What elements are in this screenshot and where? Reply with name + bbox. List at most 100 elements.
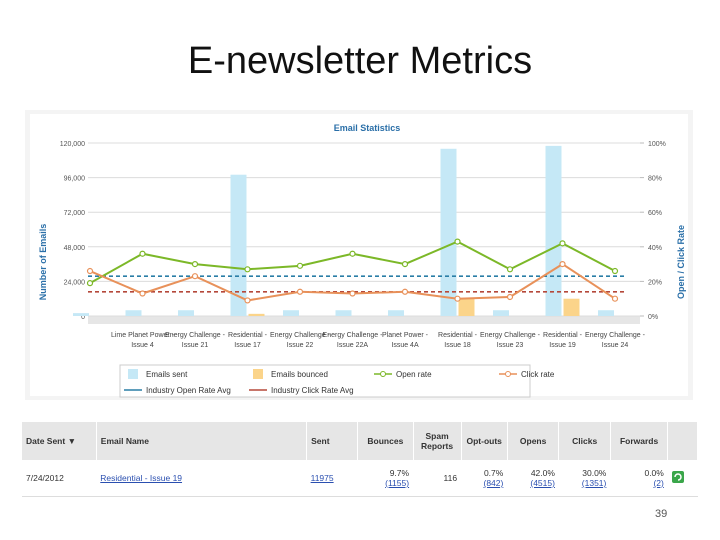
legend-label: Click rate — [521, 370, 555, 379]
legend-swatch — [505, 371, 511, 377]
x-tick-label: Energy Challenge - Issue 24 — [585, 332, 646, 349]
cell-line: (2) — [653, 478, 664, 488]
point — [296, 262, 304, 269]
y2-tick-label: 100% — [648, 141, 666, 148]
x-tick-line: Issue 23 — [497, 342, 524, 349]
bar — [125, 310, 142, 316]
bar — [230, 174, 247, 316]
bar — [598, 310, 614, 316]
point — [401, 261, 409, 268]
x-tick-label: Residential - Issue 17 — [228, 332, 268, 349]
y-tick-label: 72,000 — [64, 210, 86, 217]
table-cell: 7/24/2012 — [22, 460, 97, 497]
table-cell: 0.7% (842) — [461, 460, 508, 497]
point — [401, 288, 409, 295]
table-cell: 30.0% (1351) — [558, 460, 611, 497]
legend-label: Industry Open Rate Avg — [146, 386, 231, 395]
refresh-icon[interactable] — [667, 460, 698, 497]
y2-tick-label: 40% — [648, 245, 662, 252]
cell-line: (842) — [483, 478, 504, 488]
bar — [545, 145, 562, 316]
page-number: 39 — [655, 508, 668, 520]
table-row: 7/24/2012 Residential - Issue 19 11975 9.7%… — [22, 460, 698, 497]
y-tick-label: 24,000 — [64, 279, 86, 286]
bar — [458, 298, 475, 316]
x-tick-line: Issue 18 — [444, 342, 471, 349]
legend-label: Open rate — [396, 370, 432, 379]
y-tick-label: 0 — [81, 314, 85, 321]
x-tick-line: Residential - — [543, 332, 583, 339]
table-cell: 0.0% (2) — [610, 460, 668, 497]
point — [559, 240, 566, 247]
x-tick-label: Energy Challenge - Issue 23 — [480, 332, 541, 349]
x-tick-line: Issue 24 — [602, 342, 629, 349]
bar — [283, 310, 299, 316]
column-header: Clicks — [558, 422, 611, 460]
y2-tick-label: 60% — [648, 210, 662, 217]
bar — [335, 310, 352, 316]
x-tick-line: Energy Challenge - — [585, 332, 646, 339]
cell-line: (1155) — [385, 478, 410, 488]
bar — [73, 313, 89, 316]
column-header: Spam Reports — [413, 422, 462, 460]
x-tick-line: Energy Challenge - — [165, 332, 226, 339]
point — [191, 261, 199, 268]
chart-title: Email Statistics — [334, 123, 401, 133]
cell-line: 9.7% — [389, 468, 410, 478]
legend-label: Emails sent — [146, 370, 188, 379]
point — [244, 297, 251, 304]
legend-swatch — [128, 369, 138, 379]
cell-line: 30.0% — [582, 468, 607, 478]
scrollbar[interactable] — [88, 316, 640, 324]
point — [349, 250, 356, 257]
point — [191, 273, 199, 280]
y-tick-label: 96,000 — [64, 176, 86, 183]
icon[interactable] — [671, 471, 684, 483]
data-table: Date Sent ▼ Email Name Sent Bounces Spam Rep… — [22, 422, 698, 497]
column-header: Opt-outs — [461, 422, 508, 460]
point — [611, 267, 619, 275]
y2-axis-label: Open / Click Rate — [676, 225, 686, 299]
chart: Email Statistics Number of Emails Open /… — [25, 110, 693, 400]
x-tick-label: Residential - Issue 18 — [438, 332, 478, 349]
x-tick-label: Energy Challenge - Issue 22 — [270, 332, 331, 349]
point — [454, 238, 461, 245]
slide-title: E-newsletter Metrics — [187, 40, 533, 82]
bar — [248, 313, 265, 316]
y-tick-label: 120,000 — [60, 141, 85, 148]
x-tick-line: Issue 22A — [337, 342, 368, 349]
x-tick-line: Issue 19 — [549, 342, 576, 349]
x-tick-line: Issue 22 — [287, 342, 314, 349]
legend-swatch — [253, 369, 263, 379]
point — [611, 295, 619, 302]
column-header: Forwards — [610, 422, 669, 460]
table-cell: Residential - Issue 19 — [96, 460, 307, 497]
x-tick-line: Energy Challenge - — [480, 332, 541, 339]
bar — [440, 148, 457, 316]
x-tick-label: Lime Planet Power - Issue 4 — [111, 332, 175, 349]
point — [506, 293, 514, 301]
x-tick-label: Energy Challenge - Issue 22A — [323, 332, 384, 349]
column-header: Sent — [306, 422, 359, 460]
column-header: Date Sent ▼ — [22, 422, 97, 460]
column-header: Email Name — [96, 422, 308, 460]
point — [506, 266, 514, 273]
point — [296, 288, 304, 295]
cell-line: 42.0% — [530, 468, 555, 478]
legend-label: Emails bounced — [271, 370, 328, 379]
table-cell: 116 — [413, 460, 462, 497]
bar — [563, 298, 580, 316]
point — [244, 266, 251, 273]
bar — [178, 310, 194, 316]
point — [454, 295, 461, 302]
column-header: Bounces — [357, 422, 414, 460]
x-tick-line: Issue 17 — [234, 342, 261, 349]
y-axis-label: Number of Emails — [38, 224, 48, 301]
x-tick-line: Energy Challenge - — [323, 332, 384, 339]
x-tick-line: Lime Planet Power - — [111, 332, 175, 339]
column-header: Opens — [507, 422, 560, 460]
table-cell: 42.0% (4515) — [507, 460, 559, 497]
cell-line: 0.0% — [644, 468, 664, 478]
table-cell: 11975 — [306, 460, 358, 497]
